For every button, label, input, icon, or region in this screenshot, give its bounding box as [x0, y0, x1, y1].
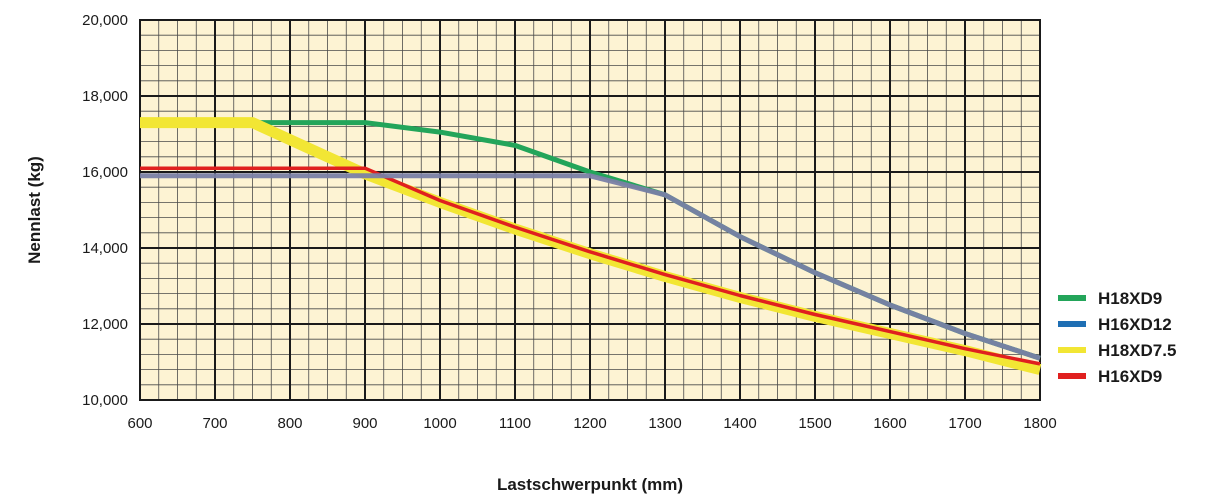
series-lines	[140, 117, 1042, 375]
x-tick-label: 1800	[1023, 415, 1056, 432]
x-axis-title: Lastschwerpunkt (mm)	[497, 475, 683, 494]
plot-border	[139, 19, 1041, 401]
x-tick-label: 1000	[423, 415, 456, 432]
x-tick-label: 700	[202, 415, 227, 432]
y-tick-label: 14,000	[82, 240, 128, 257]
y-tick-label: 10,000	[82, 392, 128, 409]
x-tick-label: 1100	[499, 415, 531, 432]
series-line-h16xd12	[140, 173, 1041, 361]
x-tick-label: 1200	[573, 415, 606, 432]
x-tick-label: 900	[352, 415, 377, 432]
series-line-h18xd7-5	[140, 117, 1042, 375]
x-tick-label: 600	[127, 415, 152, 432]
y-tick-label: 16,000	[82, 164, 128, 181]
legend-label-h18xd9: H18XD9	[1098, 289, 1162, 308]
legend-swatch-h16xd9	[1058, 373, 1086, 379]
y-tick-label: 18,000	[82, 88, 128, 105]
legend-label-h16xd9: H16XD9	[1098, 367, 1162, 386]
y-axis-ticks: 10,000 12,000 14,000 16,000 18,000 20,000	[82, 12, 128, 409]
x-tick-label: 1400	[723, 415, 756, 432]
x-tick-label: 1700	[948, 415, 981, 432]
legend-swatch-h18xd7-5	[1058, 347, 1086, 353]
legend-label-h18xd7-5: H18XD7.5	[1098, 341, 1176, 360]
x-tick-label: 1300	[648, 415, 681, 432]
legend-swatch-h18xd9	[1058, 295, 1086, 301]
x-axis-ticks: 600 700 800 900 1000 1100 1200 1300 1400 1500 1600…	[127, 415, 1056, 432]
x-tick-label: 1500	[798, 415, 831, 432]
x-tick-label: 1600	[873, 415, 906, 432]
y-axis-title: Nennlast (kg)	[25, 156, 44, 264]
y-tick-label: 12,000	[82, 316, 128, 333]
x-tick-label: 800	[277, 415, 302, 432]
y-tick-label: 20,000	[82, 12, 128, 29]
legend-label-h16xd12: H16XD12	[1098, 315, 1172, 334]
series-line-h16xd9	[140, 166, 1041, 366]
legend: H18XD9 H16XD12 H18XD7.5 H16XD9	[1058, 289, 1176, 386]
legend-swatch-h16xd12	[1058, 321, 1086, 327]
